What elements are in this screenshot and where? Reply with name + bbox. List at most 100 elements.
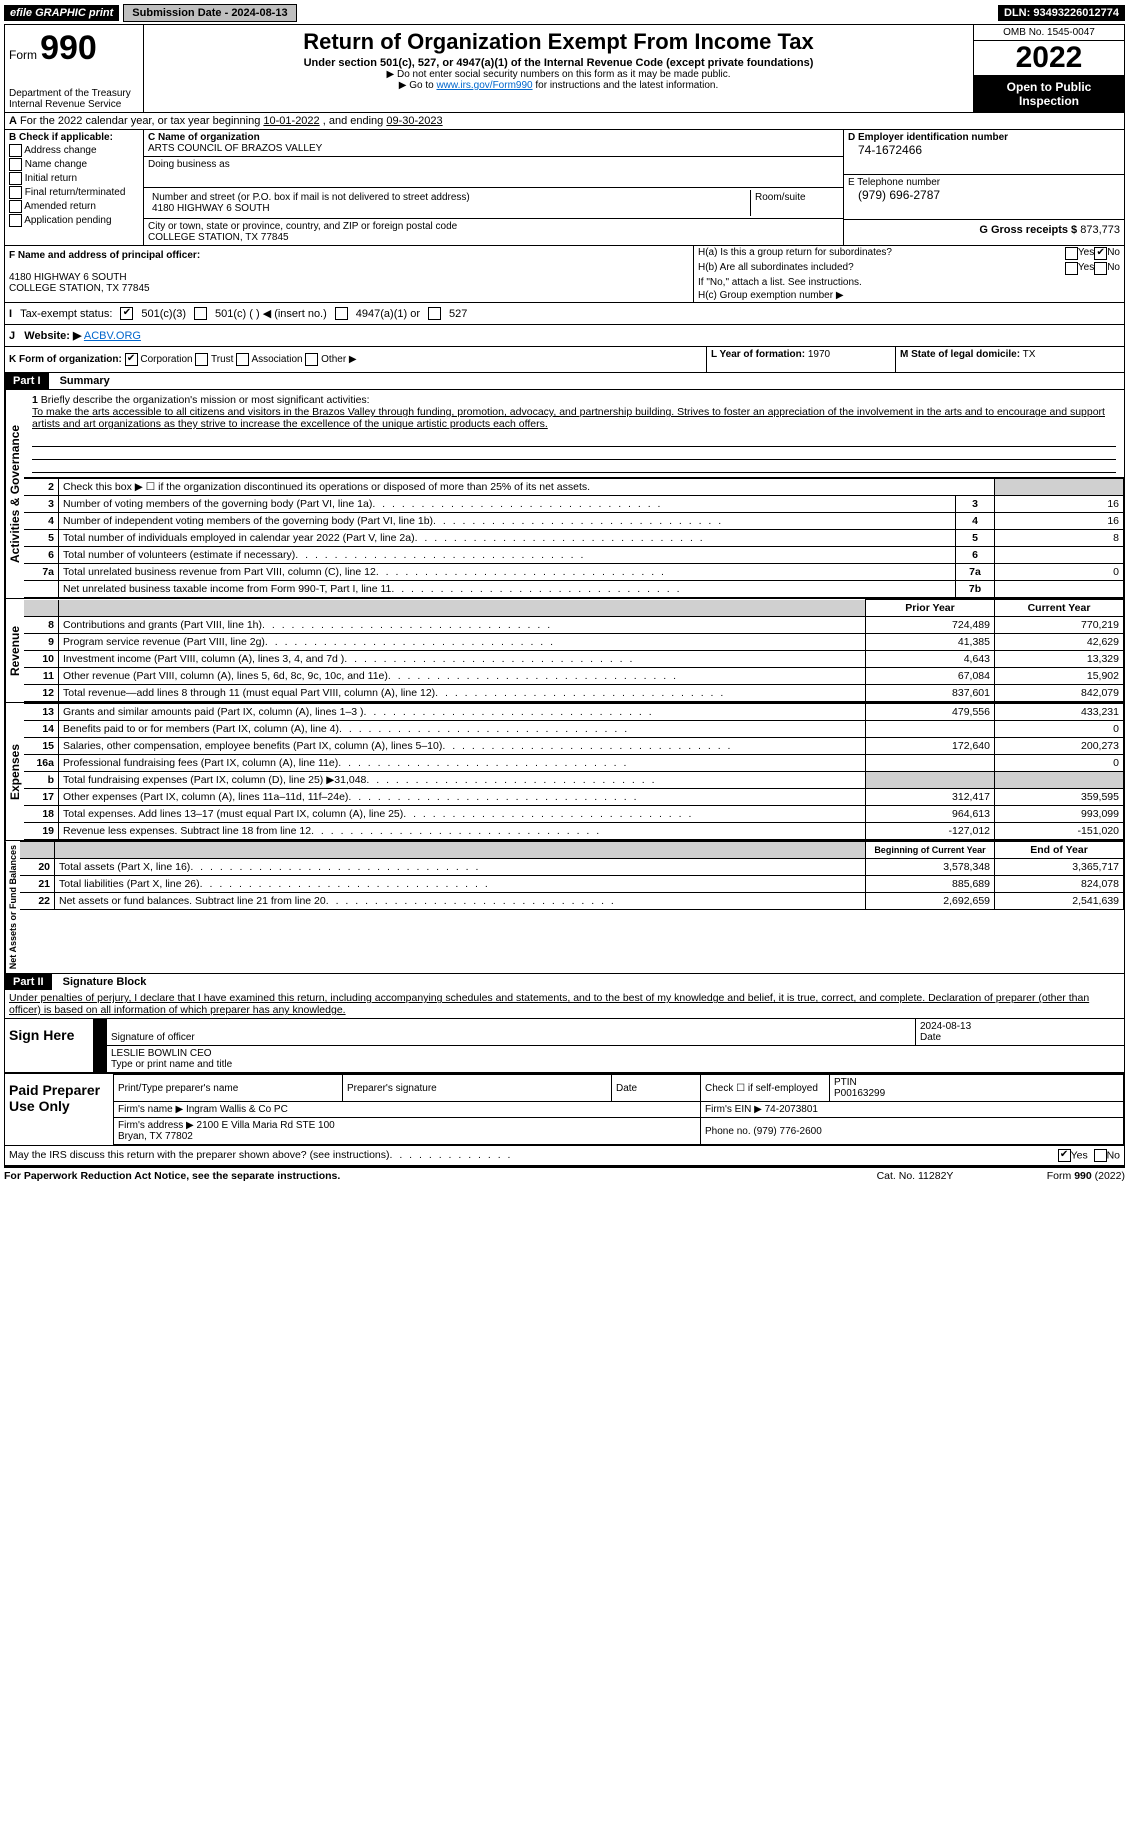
table-row: 21Total liabilities (Part X, line 26) . … xyxy=(20,876,1124,893)
Hb-yes[interactable] xyxy=(1065,262,1078,275)
arrow-icon xyxy=(93,1019,107,1045)
table-row: 17Other expenses (Part IX, column (A), l… xyxy=(24,789,1124,806)
table-row: bTotal fundraising expenses (Part IX, co… xyxy=(24,772,1124,789)
firm-name: Ingram Wallis & Co PC xyxy=(186,1104,288,1115)
submission-date-button[interactable]: Submission Date - 2024-08-13 xyxy=(123,4,296,22)
col-F: F Name and address of principal officer:… xyxy=(5,246,693,302)
table-row: 3Number of voting members of the governi… xyxy=(24,496,1124,513)
table-row: 19Revenue less expenses. Subtract line 1… xyxy=(24,823,1124,840)
section-F-H: F Name and address of principal officer:… xyxy=(5,246,1124,303)
may-irs-no[interactable] xyxy=(1094,1149,1107,1162)
officer-addr1: 4180 HIGHWAY 6 SOUTH xyxy=(9,272,127,283)
year-formation: 1970 xyxy=(808,349,830,360)
table-row: 13Grants and similar amounts paid (Part … xyxy=(24,704,1124,721)
Hb-no[interactable] xyxy=(1094,262,1107,275)
table-row: 7aTotal unrelated business revenue from … xyxy=(24,564,1124,581)
may-irs-yes[interactable] xyxy=(1058,1149,1071,1162)
form-note2: ▶ Go to www.irs.gov/Form990 for instruct… xyxy=(152,80,965,91)
part1-rev-block: Revenue Prior YearCurrent Year 8Contribu… xyxy=(5,598,1124,702)
chk-4947[interactable] xyxy=(335,307,348,320)
chk-501c3[interactable] xyxy=(120,307,133,320)
chk-amended[interactable]: Amended return xyxy=(9,200,139,213)
ptin-value: P00163299 xyxy=(834,1088,885,1099)
phone-label: E Telephone number xyxy=(848,177,940,188)
col-B: B Check if applicable: Address change Na… xyxy=(5,130,144,245)
room-label: Room/suite xyxy=(755,192,806,203)
table-row: 11Other revenue (Part VIII, column (A), … xyxy=(24,668,1124,685)
phone-value: (979) 696-2787 xyxy=(848,188,940,202)
gross-receipts-value: 873,773 xyxy=(1080,224,1120,236)
state-domicile: TX xyxy=(1023,349,1036,360)
officer-name-title: LESLIE BOWLIN CEO xyxy=(111,1048,212,1059)
chk-assoc[interactable] xyxy=(236,353,249,366)
form-note1: ▶ Do not enter social security numbers o… xyxy=(152,69,965,80)
chk-address-change[interactable]: Address change xyxy=(9,144,139,157)
may-irs-row: May the IRS discuss this return with the… xyxy=(5,1146,1124,1167)
org-name-label: C Name of organization xyxy=(148,132,260,143)
self-employed-check[interactable]: Check ☐ if self-employed xyxy=(705,1083,818,1094)
chk-other[interactable] xyxy=(305,353,318,366)
Ha-no[interactable] xyxy=(1094,247,1107,260)
table-row: 18Total expenses. Add lines 13–17 (must … xyxy=(24,806,1124,823)
Ha-label: H(a) Is this a group return for subordin… xyxy=(698,247,1065,260)
exp-table: 13Grants and similar amounts paid (Part … xyxy=(24,703,1124,840)
table-row: 16aProfessional fundraising fees (Part I… xyxy=(24,755,1124,772)
table-row: 15Salaries, other compensation, employee… xyxy=(24,738,1124,755)
inspection-badge: Open to Public Inspection xyxy=(974,76,1124,112)
chk-name-change[interactable]: Name change xyxy=(9,158,139,171)
table-row: 9Program service revenue (Part VIII, lin… xyxy=(24,634,1124,651)
irs-link[interactable]: www.irs.gov/Form990 xyxy=(436,80,532,91)
chk-trust[interactable] xyxy=(195,353,208,366)
row-A: A For the 2022 calendar year, or tax yea… xyxy=(5,113,1124,130)
website-link[interactable]: ACBV.ORG xyxy=(84,330,141,342)
city-label: City or town, state or province, country… xyxy=(148,221,457,232)
header-left: Form 990 Department of the Treasury Inte… xyxy=(5,25,144,112)
dba-label: Doing business as xyxy=(148,159,230,170)
dln-badge: DLN: 93493226012774 xyxy=(998,5,1125,21)
table-row: 4Number of independent voting members of… xyxy=(24,513,1124,530)
rev-table: Prior YearCurrent Year 8Contributions an… xyxy=(24,599,1124,702)
gov-table: 2Check this box ▶ ☐ if the organization … xyxy=(24,478,1124,598)
table-row: 10Investment income (Part VIII, column (… xyxy=(24,651,1124,668)
part1-net-block: Net Assets or Fund Balances Beginning of… xyxy=(5,840,1124,974)
chk-initial-return[interactable]: Initial return xyxy=(9,172,139,185)
tax-year: 2022 xyxy=(974,41,1124,76)
declaration-text: Under penalties of perjury, I declare th… xyxy=(5,990,1124,1018)
paid-preparer-row: Paid Preparer Use Only Print/Type prepar… xyxy=(5,1073,1124,1146)
footer-right: Form 990 (2022) xyxy=(985,1170,1125,1182)
col-H: H(a) Is this a group return for subordin… xyxy=(693,246,1124,302)
chk-527[interactable] xyxy=(428,307,441,320)
sig-officer-label: Signature of officer xyxy=(111,1032,195,1043)
row-J: J Website: ▶ ACBV.ORG xyxy=(5,325,1124,347)
firm-ein: 74-2073801 xyxy=(765,1104,818,1115)
Ha-yes[interactable] xyxy=(1065,247,1078,260)
table-row: 20Total assets (Part X, line 16) . . . .… xyxy=(20,859,1124,876)
chk-corp[interactable] xyxy=(125,353,138,366)
prep-sig-label: Preparer's signature xyxy=(347,1083,437,1094)
form-subtitle: Under section 501(c), 527, or 4947(a)(1)… xyxy=(152,57,965,69)
Hb-note: If "No," attach a list. See instructions… xyxy=(698,277,1120,288)
chk-final-return[interactable]: Final return/terminated xyxy=(9,186,139,199)
street-label: Number and street (or P.O. box if mail i… xyxy=(152,192,470,203)
table-row: 5Total number of individuals employed in… xyxy=(24,530,1124,547)
city-value: COLLEGE STATION, TX 77845 xyxy=(148,232,289,243)
chk-501c[interactable] xyxy=(194,307,207,320)
part1-exp-block: Expenses 13Grants and similar amounts pa… xyxy=(5,702,1124,840)
chk-application-pending[interactable]: Application pending xyxy=(9,214,139,227)
officer-addr2: COLLEGE STATION, TX 77845 xyxy=(9,283,150,294)
ein-label: D Employer identification number xyxy=(848,132,1008,143)
omb-number: OMB No. 1545-0047 xyxy=(974,25,1124,41)
arrow-icon xyxy=(93,1046,107,1072)
dept-label: Department of the Treasury Internal Reve… xyxy=(9,88,131,110)
net-table: Beginning of Current YearEnd of Year 20T… xyxy=(20,841,1124,910)
top-bar: efile GRAPHIC print Submission Date - 20… xyxy=(4,4,1125,22)
form-title: Return of Organization Exempt From Incom… xyxy=(152,29,965,55)
paid-label: Paid Preparer Use Only xyxy=(5,1074,113,1145)
prep-name-label: Print/Type preparer's name xyxy=(118,1083,238,1094)
sig-date: 2024-08-13 xyxy=(920,1021,971,1032)
section-B-to-G: B Check if applicable: Address change Na… xyxy=(5,130,1124,246)
footer-left: For Paperwork Reduction Act Notice, see … xyxy=(4,1170,845,1182)
row-KLM: K Form of organization: Corporation Trus… xyxy=(5,347,1124,373)
col-DEG: D Employer identification number 74-1672… xyxy=(843,130,1124,245)
sign-here-row: Sign Here Signature of officer 2024-08-1… xyxy=(5,1018,1124,1073)
